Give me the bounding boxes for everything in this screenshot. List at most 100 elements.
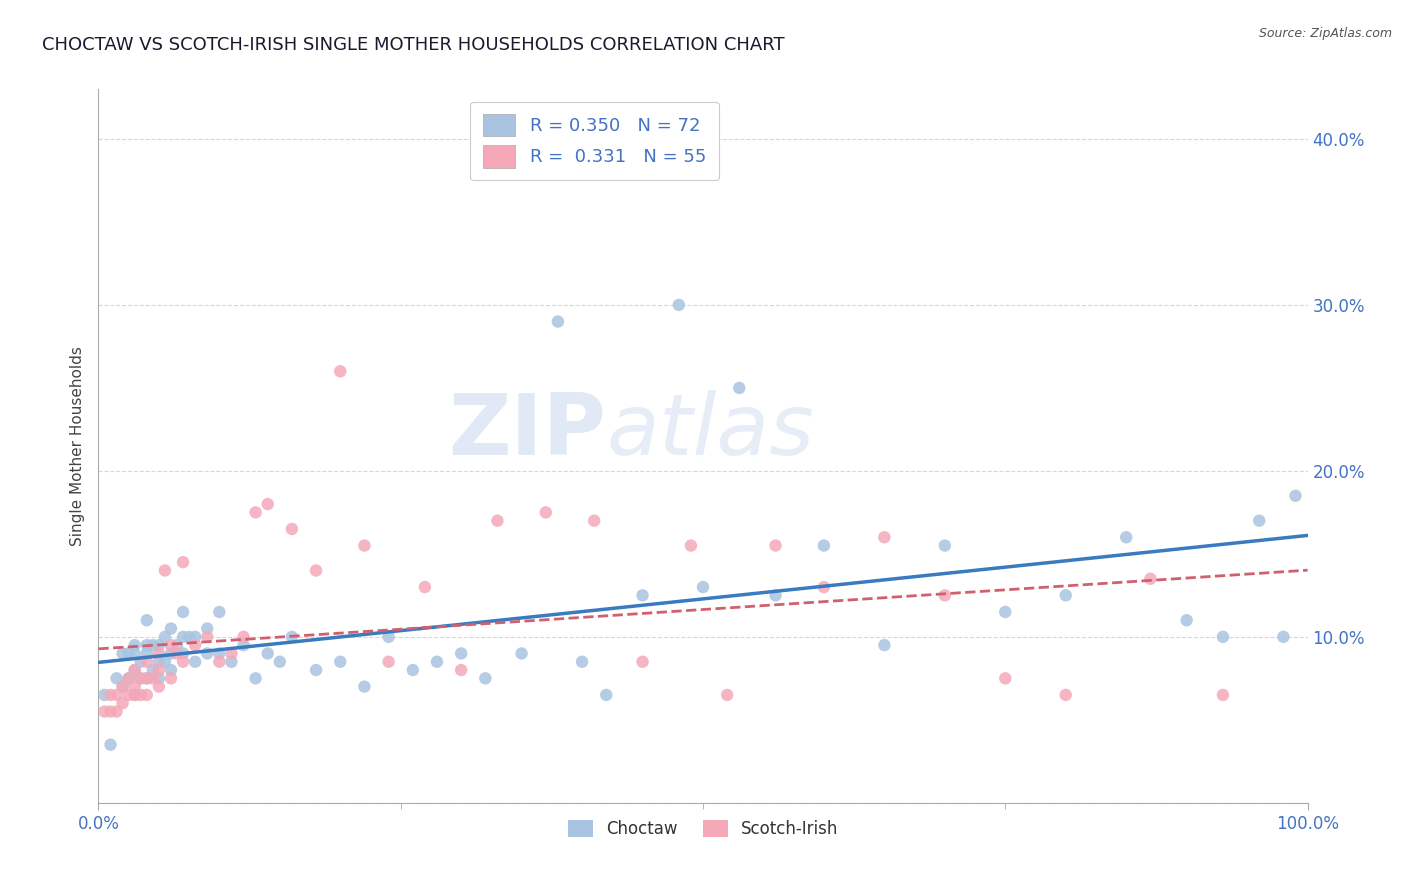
Point [148, 663, 170, 677]
Point [1212, 630, 1234, 644]
Point [184, 630, 207, 644]
Point [195, 622, 218, 636]
Point [142, 638, 165, 652]
Point [172, 647, 194, 661]
Point [118, 671, 141, 685]
Point [402, 663, 425, 677]
Point [148, 671, 170, 685]
Point [668, 298, 690, 312]
Point [129, 671, 152, 685]
Point [100, 738, 122, 752]
Point [232, 630, 254, 644]
Point [245, 671, 267, 685]
Point [172, 655, 194, 669]
Point [813, 580, 835, 594]
Point [305, 663, 328, 677]
Point [679, 539, 702, 553]
Point [813, 539, 835, 553]
Point [142, 663, 165, 677]
Point [595, 688, 617, 702]
Point [329, 364, 352, 378]
Point [160, 671, 183, 685]
Point [166, 638, 188, 652]
Point [124, 680, 146, 694]
Point [765, 588, 787, 602]
Point [450, 647, 472, 661]
Point [111, 680, 134, 694]
Point [153, 655, 176, 669]
Point [118, 647, 141, 661]
Point [135, 655, 157, 669]
Point [184, 655, 207, 669]
Point [353, 539, 375, 553]
Point [281, 522, 304, 536]
Point [148, 680, 170, 694]
Point [221, 647, 243, 661]
Point [1175, 613, 1198, 627]
Point [160, 663, 183, 677]
Point [510, 647, 533, 661]
Point [129, 688, 152, 702]
Point [100, 705, 122, 719]
Point [160, 638, 183, 652]
Point [124, 647, 146, 661]
Point [583, 514, 606, 528]
Point [873, 638, 896, 652]
Point [172, 630, 194, 644]
Point [195, 630, 218, 644]
Point [172, 605, 194, 619]
Point [221, 655, 243, 669]
Point [184, 638, 207, 652]
Point [474, 671, 496, 685]
Point [153, 564, 176, 578]
Point [135, 638, 157, 652]
Text: ZIP: ZIP [449, 390, 606, 474]
Point [142, 671, 165, 685]
Point [118, 688, 141, 702]
Point [195, 647, 218, 661]
Point [571, 655, 593, 669]
Point [1212, 688, 1234, 702]
Point [153, 630, 176, 644]
Text: atlas: atlas [606, 390, 814, 474]
Point [124, 638, 146, 652]
Point [765, 539, 787, 553]
Point [208, 647, 231, 661]
Point [631, 655, 654, 669]
Point [124, 688, 146, 702]
Point [166, 647, 188, 661]
Point [1139, 572, 1161, 586]
Point [305, 564, 328, 578]
Point [994, 671, 1017, 685]
Point [716, 688, 738, 702]
Point [873, 530, 896, 544]
Point [179, 630, 201, 644]
Point [129, 671, 152, 685]
Point [135, 688, 157, 702]
Point [1115, 530, 1137, 544]
Point [1249, 514, 1271, 528]
Point [208, 655, 231, 669]
Point [100, 688, 122, 702]
Point [994, 605, 1017, 619]
Point [160, 647, 183, 661]
Text: Source: ZipAtlas.com: Source: ZipAtlas.com [1258, 27, 1392, 40]
Point [124, 688, 146, 702]
Point [245, 505, 267, 519]
Point [377, 630, 399, 644]
Point [1284, 489, 1306, 503]
Point [1054, 588, 1077, 602]
Point [934, 539, 956, 553]
Point [1272, 630, 1295, 644]
Text: CHOCTAW VS SCOTCH-IRISH SINGLE MOTHER HOUSEHOLDS CORRELATION CHART: CHOCTAW VS SCOTCH-IRISH SINGLE MOTHER HO… [42, 36, 785, 54]
Point [329, 655, 352, 669]
Point [256, 647, 278, 661]
Point [631, 588, 654, 602]
Point [486, 514, 509, 528]
Point [111, 647, 134, 661]
Point [692, 580, 714, 594]
Point [208, 605, 231, 619]
Point [111, 696, 134, 710]
Point [93, 705, 115, 719]
Point [105, 705, 128, 719]
